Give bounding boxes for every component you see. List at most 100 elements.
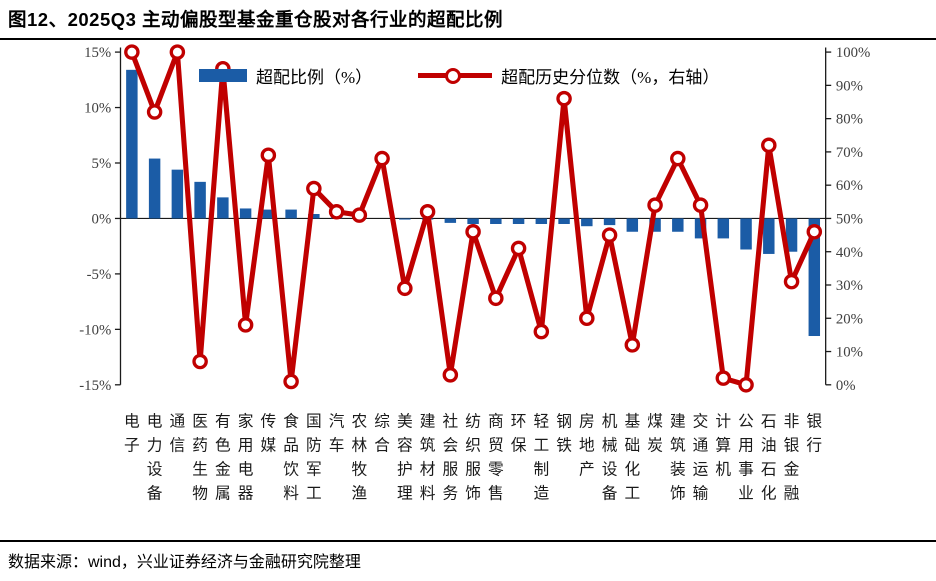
x-axis-label: 公用事业 [738, 413, 754, 502]
line-marker [351, 207, 368, 223]
right-axis-tick-label: 100% [836, 45, 870, 61]
figure-title: 图12、2025Q3 主动偏股型基金重仓股对各行业的超配比例 [8, 9, 504, 30]
bar [808, 218, 821, 337]
x-axis-label: 计算机 [715, 412, 731, 478]
line-marker [442, 367, 459, 383]
line-marker [488, 290, 504, 307]
line-marker [761, 137, 777, 154]
line-marker [579, 310, 595, 327]
right-axis-tick-label: 30% [836, 278, 863, 294]
x-axis-label: 纺织服饰 [465, 412, 481, 502]
left-axis-tick-label: 5% [92, 156, 112, 172]
bar [239, 208, 252, 219]
left-axis-tick-label: -15% [79, 378, 111, 394]
bar [694, 218, 707, 239]
right-axis-tick-label: 10% [836, 345, 863, 361]
bar [512, 218, 525, 224]
x-axis-label: 综合 [374, 412, 390, 454]
right-axis-tick-label: 40% [836, 245, 863, 261]
left-axis-tick-label: 0% [92, 212, 112, 228]
line-marker [806, 223, 823, 240]
line-marker [601, 227, 618, 243]
x-axis-label: 国防军工 [306, 413, 322, 502]
footer-divider [0, 540, 936, 542]
x-axis-label: 基础化工 [624, 412, 640, 502]
line-marker [465, 223, 481, 240]
legend-item-line: 超配历史分位数（%，右轴） [418, 63, 719, 88]
left-axis-tick-label: -5% [87, 267, 112, 283]
x-axis-label: 轻工制造 [533, 412, 549, 502]
line-marker [692, 197, 709, 213]
right-axis-tick-label: 0% [836, 378, 856, 394]
bar [717, 218, 730, 239]
bar [603, 218, 616, 226]
x-axis-label: 煤炭 [647, 412, 663, 454]
bar [285, 209, 297, 219]
right-axis-tick-label: 20% [836, 311, 863, 327]
line-marker [260, 147, 277, 163]
x-axis-label: 农林牧渔 [351, 412, 367, 502]
line-series-label: 超配历史分位数（%，右轴） [501, 68, 720, 87]
line-marker [374, 150, 390, 167]
x-axis-label: 石油石化 [761, 413, 777, 502]
x-axis-label: 交通运输 [693, 412, 709, 502]
x-axis-label: 美容护理 [397, 412, 413, 502]
left-axis-tick-label: 15% [84, 45, 111, 61]
bar [262, 209, 275, 219]
bar [467, 218, 479, 224]
bar [490, 218, 502, 224]
bar [785, 218, 798, 252]
bar [535, 218, 548, 224]
x-axis-label: 社会服务 [442, 412, 458, 502]
title-divider [0, 38, 936, 40]
line-marker [738, 377, 754, 393]
x-axis-label: 电力设备 [147, 412, 163, 502]
x-axis-label: 商贸零售 [488, 412, 504, 502]
bar [740, 218, 752, 250]
bar [171, 169, 184, 219]
bar-series-swatch [199, 69, 247, 82]
x-axis-label: 家用电器 [238, 412, 254, 502]
x-axis-label: 通信 [170, 412, 186, 454]
line-marker [419, 204, 436, 220]
line-marker [533, 323, 550, 340]
bar [148, 158, 161, 219]
line-marker [510, 240, 527, 257]
x-axis-label: 房地产 [579, 412, 595, 478]
bar [194, 181, 206, 219]
line-marker [306, 180, 322, 197]
bar [558, 218, 570, 224]
x-axis-label: 食品饮料 [283, 412, 299, 502]
x-axis-label: 有色金属 [215, 412, 231, 502]
line-marker-icon [445, 67, 462, 84]
bar [763, 218, 775, 254]
line-marker [783, 273, 800, 290]
line-marker [192, 353, 208, 370]
line-marker [397, 280, 413, 297]
left-axis-tick-label: -10% [79, 322, 111, 338]
data-source: 数据来源：wind，兴业证券经济与金融研究院整理 [8, 554, 361, 571]
x-axis-label: 医药生物 [192, 413, 208, 502]
x-axis-label: 钢铁 [556, 412, 572, 454]
line-marker [237, 317, 254, 333]
line-marker [146, 104, 163, 120]
line-marker [169, 44, 186, 60]
legend: 超配比例（%） 超配历史分位数（%，右轴） [199, 63, 719, 88]
x-axis-label: 银行 [806, 412, 822, 454]
line-marker [328, 204, 345, 220]
chart-area: 15% 10% 5% 0% -5% -10% -15% 100% 90% 80% 70% 60% 50%… [0, 41, 936, 541]
right-axis-tick-label: 90% [836, 78, 863, 94]
left-axis-tick-label: 10% [84, 101, 111, 117]
x-axis-label: 建筑装饰 [670, 412, 686, 502]
bar [444, 218, 457, 223]
line-marker [647, 197, 663, 213]
line-series-swatch [418, 67, 493, 84]
right-axis-tick-label: 70% [836, 145, 863, 161]
bar-series-label: 超配比例（%） [256, 68, 373, 87]
line-marker [624, 337, 641, 353]
bar [217, 197, 229, 219]
bar [399, 218, 411, 220]
bar [126, 69, 138, 219]
x-axis-label: 汽车 [329, 412, 345, 454]
